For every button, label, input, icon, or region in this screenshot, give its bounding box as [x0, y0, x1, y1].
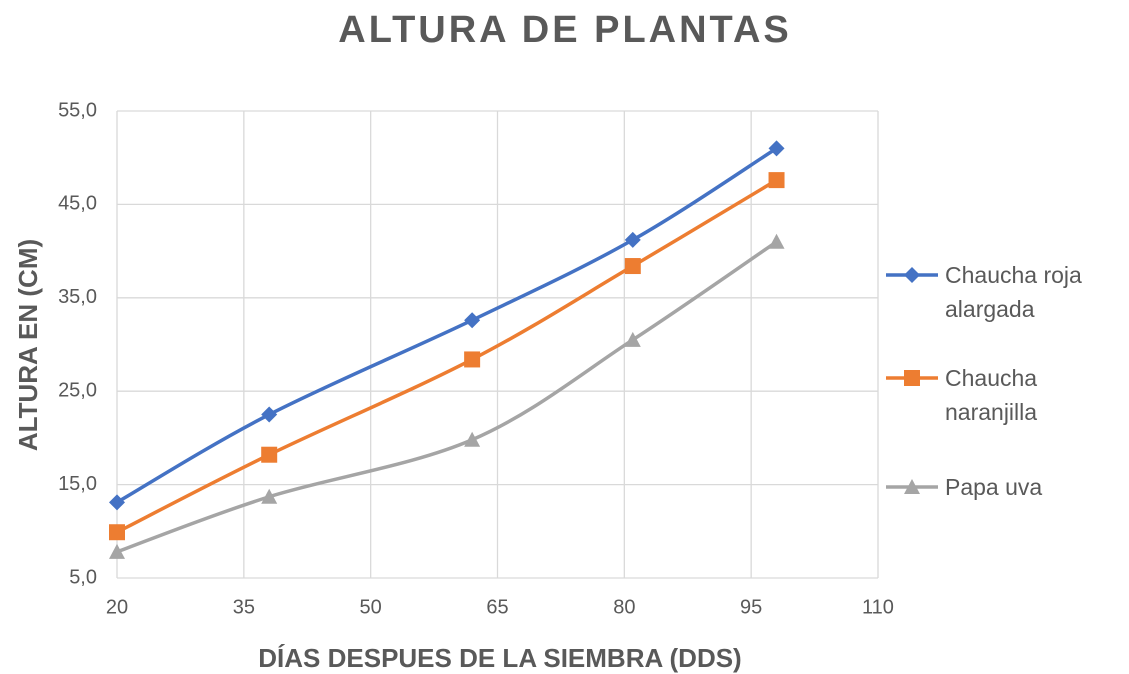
marker — [624, 231, 641, 248]
y-axis-title: ALTURA EN (CM) — [13, 239, 43, 451]
x-tick-label: 110 — [862, 596, 894, 618]
y-tick-label: 45,0 — [58, 193, 97, 215]
x-tick-label: 50 — [360, 596, 382, 618]
y-tick-label: 15,0 — [58, 473, 97, 495]
marker — [464, 312, 481, 329]
marker — [904, 267, 920, 283]
marker — [768, 233, 785, 249]
marker — [464, 431, 481, 447]
y-tick-label: 35,0 — [58, 286, 97, 308]
chart-title: ALTURA DE PLANTAS — [338, 9, 792, 51]
marker — [261, 446, 278, 463]
x-tick-label: 65 — [486, 596, 508, 618]
marker — [624, 258, 641, 275]
marker — [261, 406, 278, 423]
marker — [109, 494, 125, 511]
grid — [116, 110, 879, 579]
plot — [109, 140, 785, 559]
x-tick-label: 95 — [740, 596, 762, 618]
marker — [768, 140, 785, 157]
y-tick-label: 5,0 — [69, 566, 97, 588]
marker — [904, 479, 920, 494]
y-tick-label: 55,0 — [58, 99, 97, 121]
marker — [768, 172, 785, 189]
x-tick-label: 80 — [613, 596, 635, 618]
legend-label: Chaucha roja alargada — [945, 262, 1082, 322]
y-tick-label: 25,0 — [58, 379, 97, 401]
marker — [109, 543, 125, 559]
x-tick-label: 35 — [233, 596, 255, 618]
legend-label: Chaucha naranjilla — [945, 365, 1038, 425]
x-axis-title: DÍAS DESPUES DE LA SIEMBRA (DDS) — [258, 643, 741, 673]
x-tick-label: 20 — [106, 596, 128, 618]
marker — [624, 331, 641, 347]
marker — [464, 351, 481, 368]
marker — [904, 370, 920, 386]
legend-label: Papa uva — [945, 474, 1043, 500]
series-line — [116, 178, 778, 534]
marker — [109, 524, 125, 541]
marker — [261, 488, 278, 504]
series-line — [116, 240, 778, 554]
